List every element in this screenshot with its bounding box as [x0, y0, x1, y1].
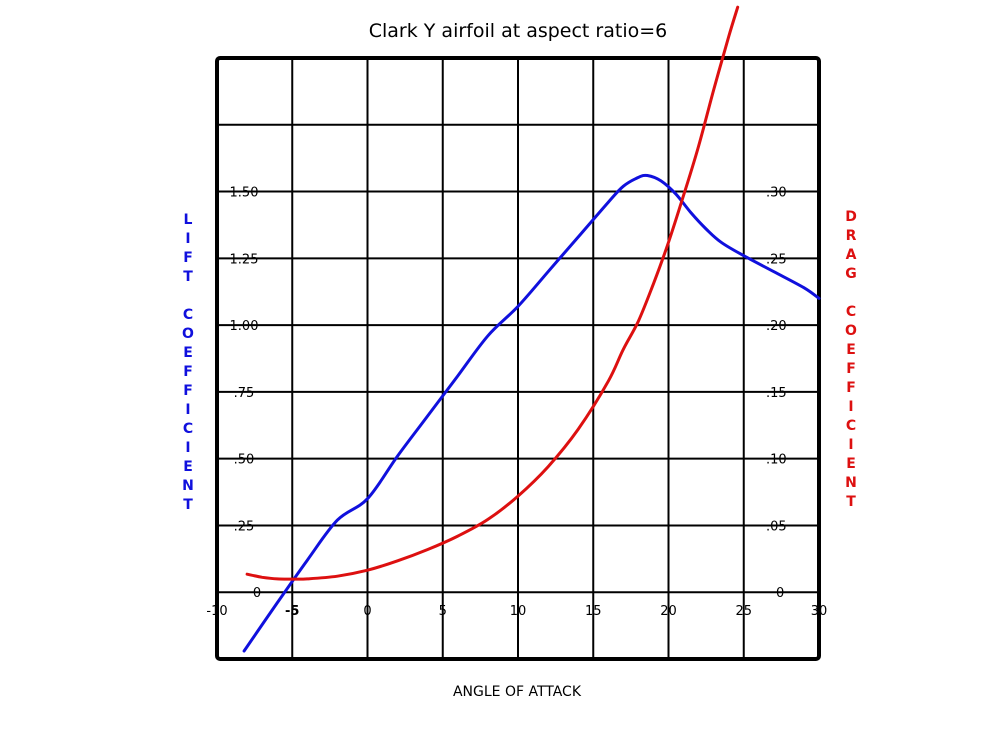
- axis-label-letter: I: [185, 231, 190, 247]
- axis-label-letter: C: [846, 418, 856, 434]
- x-tick-label: -10: [206, 604, 227, 619]
- chart-title: Clark Y airfoil at aspect ratio=6: [369, 20, 668, 42]
- y-left-tick-label: 1.00: [230, 319, 259, 334]
- axis-label-letter: C: [846, 304, 856, 320]
- axis-label-letter: L: [184, 212, 193, 228]
- x-axis-label: ANGLE OF ATTACK: [453, 684, 582, 700]
- axis-label-letter: E: [183, 345, 193, 361]
- grid: [215, 56, 821, 661]
- axis-label-letter: I: [848, 437, 853, 453]
- axis-label-letter: E: [183, 459, 193, 475]
- y-left-tick-label: 1.25: [230, 252, 259, 267]
- y-right-tick-label: .10: [766, 453, 787, 468]
- axis-label-letter: F: [846, 361, 856, 377]
- axis-label-letter: A: [846, 247, 857, 263]
- y-left-tick-label: 1.50: [230, 186, 259, 201]
- x-tick-label: 5: [439, 604, 447, 619]
- x-tick-label: 0: [363, 604, 371, 619]
- drag-coefficient-curve: [245, 5, 740, 581]
- y-left-tick-label: .25: [234, 519, 255, 534]
- axis-label-letter: F: [183, 383, 193, 399]
- y-right-tick-label: .30: [766, 186, 787, 201]
- series: [242, 5, 821, 653]
- x-tick-label: 10: [510, 604, 527, 619]
- axis-label-letter: O: [182, 326, 194, 342]
- lift-coefficient-curve: [242, 173, 821, 653]
- axis-label-letter: I: [185, 402, 190, 418]
- y-left-tick-label: 0: [253, 586, 261, 601]
- axis-label-letter: C: [183, 307, 193, 323]
- axis-label-letter: R: [846, 228, 857, 244]
- y-right-tick-label: 0: [776, 586, 784, 601]
- axis-label-letter: N: [182, 478, 194, 494]
- x-tick-label: 25: [735, 604, 752, 619]
- y-right-tick-label: .25: [766, 252, 787, 267]
- y-right-tick-label: .15: [766, 386, 787, 401]
- axis-label-letter: T: [183, 497, 193, 513]
- axis-label-letter: O: [845, 323, 857, 339]
- axis-label-letter: N: [845, 475, 857, 491]
- x-tick-label: 15: [585, 604, 602, 619]
- axis-label-letter: I: [185, 440, 190, 456]
- axis-label-letter: I: [848, 399, 853, 415]
- axis-label-letter: T: [846, 494, 856, 510]
- y-right-tick-label: .05: [766, 519, 787, 534]
- axis-label-letter: F: [183, 364, 193, 380]
- y-right-tick-label: .20: [766, 319, 787, 334]
- plot-frame: [215, 56, 821, 661]
- axis-label-letter: F: [183, 250, 193, 266]
- axis-label-letter: T: [183, 269, 193, 285]
- axis-label-letter: E: [846, 342, 856, 358]
- axis-label-letter: D: [845, 209, 857, 225]
- x-tick-label: -5: [285, 604, 299, 619]
- x-tick-label: 30: [811, 604, 828, 619]
- y-left-tick-label: .50: [234, 453, 255, 468]
- y-left-tick-label: .75: [234, 386, 255, 401]
- axis-label-letter: G: [845, 266, 857, 282]
- axis-label-letter: F: [846, 380, 856, 396]
- axis-label-letter: C: [183, 421, 193, 437]
- axis-label-letter: E: [846, 456, 856, 472]
- tick-labels: -10 -5 0 5 10 15 20 25 30 0 .25 .50 .75 1.00 1.25 1.50 0…: [206, 186, 827, 619]
- x-tick-label: 20: [660, 604, 677, 619]
